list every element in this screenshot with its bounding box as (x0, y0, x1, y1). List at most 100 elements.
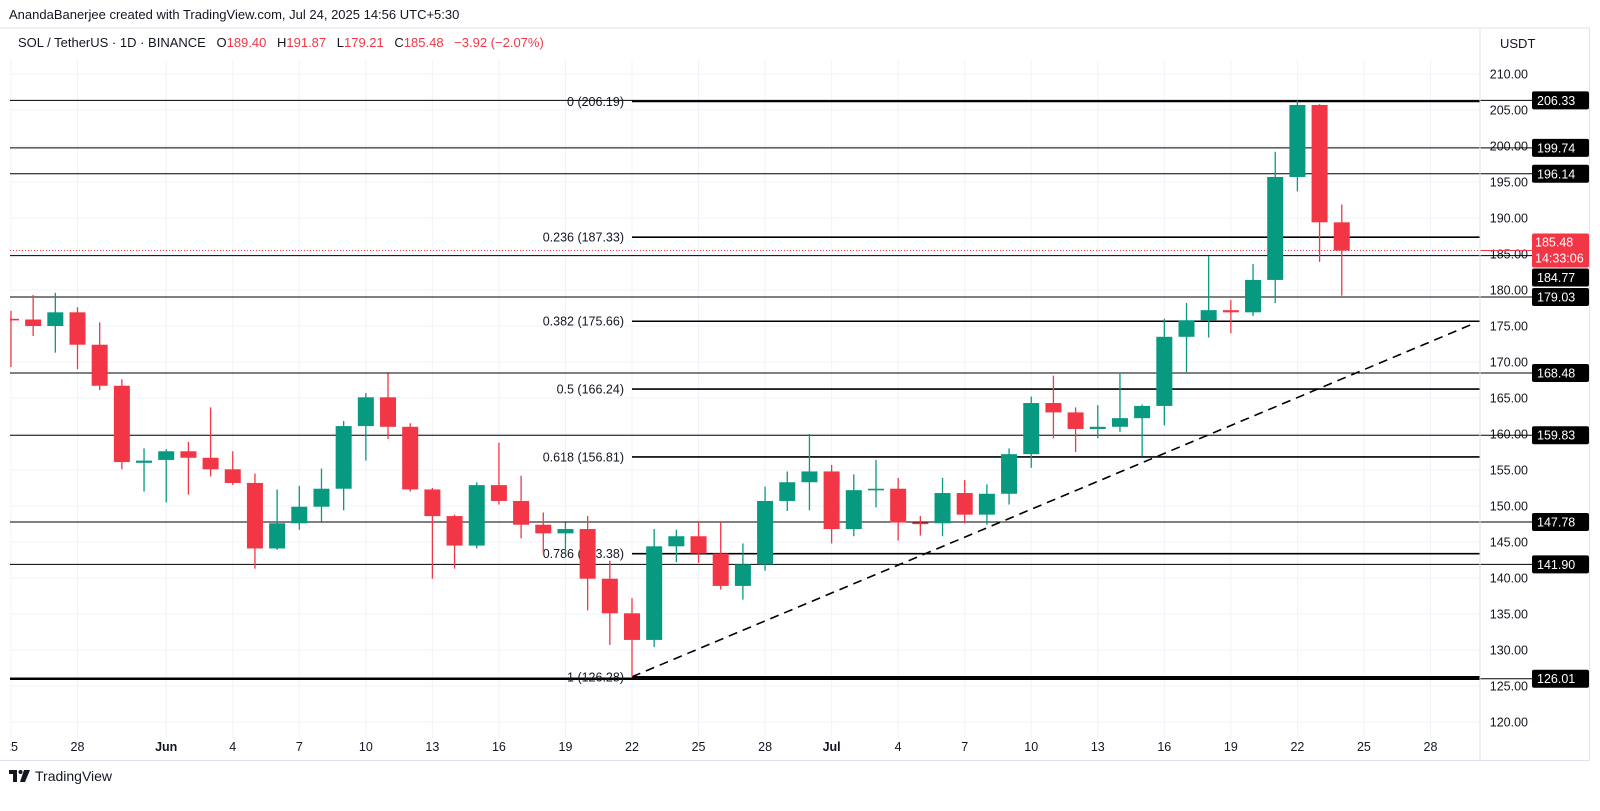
dashed-trendline[interactable] (631, 322, 1476, 678)
candle-down[interactable] (624, 598, 640, 677)
price-tag-bg (1532, 287, 1589, 306)
candle-up[interactable] (136, 448, 153, 492)
candle-down[interactable] (113, 379, 130, 470)
currency-label[interactable]: USDT (1500, 36, 1536, 51)
level-price-tag[interactable]: 199.74 (1480, 138, 1589, 157)
candle-down[interactable] (513, 475, 530, 539)
candle-up[interactable] (47, 292, 64, 353)
price-tag-value: 168.48 (1537, 366, 1575, 380)
candle-down[interactable] (3, 310, 19, 368)
candle-up[interactable] (1001, 448, 1018, 505)
candle-down[interactable] (1067, 407, 1084, 452)
candle-down[interactable] (380, 373, 397, 440)
candle-down[interactable] (890, 477, 907, 541)
candle-body (1333, 222, 1350, 251)
candle-up[interactable] (1089, 405, 1106, 439)
candle-up[interactable] (1267, 151, 1284, 303)
level-price-tag[interactable]: 179.03 (1480, 287, 1589, 306)
candle-down[interactable] (224, 451, 241, 486)
candle-up[interactable] (734, 543, 751, 600)
candle-down[interactable] (956, 480, 973, 524)
price-tag-value: 196.14 (1537, 167, 1575, 181)
symbol-name[interactable]: SOL / TetherUS · 1D · BINANCE (18, 35, 206, 50)
candle-up[interactable] (1156, 318, 1173, 426)
candle-down[interactable] (424, 488, 441, 579)
candle-up[interactable] (335, 421, 352, 511)
price-axis-label: 120.00 (1490, 716, 1528, 730)
candle-down[interactable] (402, 423, 419, 492)
candle-up[interactable] (867, 459, 884, 508)
candle-down[interactable] (535, 512, 552, 554)
candle-up[interactable] (1289, 100, 1306, 192)
candle-up[interactable] (468, 482, 485, 549)
candle-body (690, 536, 707, 554)
level-price-tag[interactable]: 206.33 (1480, 91, 1589, 110)
price-tag-bg (1532, 426, 1589, 445)
candle-body (823, 471, 840, 530)
candle-down[interactable] (1311, 104, 1328, 262)
candle-down[interactable] (246, 473, 263, 569)
candle-down[interactable] (69, 307, 86, 370)
last-price-tag[interactable]: 185.48 14:33:06 (1480, 233, 1589, 268)
candle-up[interactable] (1178, 302, 1195, 373)
level-price-tag[interactable]: 196.14 (1480, 164, 1589, 183)
candle-up[interactable] (779, 471, 796, 512)
candle-up[interactable] (646, 529, 663, 648)
level-price-tag[interactable]: 141.90 (1480, 555, 1589, 574)
level-price-tag[interactable]: 159.83 (1480, 426, 1589, 445)
candle-down[interactable] (490, 442, 507, 505)
candle-up[interactable] (1111, 372, 1128, 432)
time-axis[interactable]: 25 28 Jun 4 7 10 13 16 19 22 25 28 Jul 4 7 10 13 16 19 22 25… (4, 740, 1437, 754)
candle-body (757, 500, 774, 565)
candle-down[interactable] (912, 516, 929, 536)
candle-up[interactable] (757, 486, 774, 571)
candle-down[interactable] (1045, 375, 1062, 439)
candle-up[interactable] (1023, 396, 1040, 468)
candle-body (1200, 310, 1217, 321)
candle-up[interactable] (845, 474, 862, 537)
candle-up[interactable] (1245, 264, 1262, 316)
candle-down[interactable] (712, 521, 729, 590)
candle-down[interactable] (1333, 204, 1350, 296)
price-tag-bg (1532, 555, 1589, 574)
tradingview-logo[interactable]: TradingView (9, 768, 112, 784)
price-axis-label: 170.00 (1490, 356, 1528, 370)
candle-up[interactable] (1200, 256, 1217, 338)
candle-up[interactable] (313, 468, 330, 522)
candle-down[interactable] (202, 407, 219, 477)
candle-down[interactable] (823, 464, 840, 544)
candle-down[interactable] (91, 322, 108, 391)
candle-up[interactable] (158, 449, 175, 503)
high-label: H (276, 35, 287, 50)
candle-up[interactable] (668, 529, 685, 563)
candle-up[interactable] (291, 485, 308, 530)
candle-body (380, 397, 397, 427)
candle-down[interactable] (180, 441, 197, 495)
last-price-value: 185.48 (1535, 236, 1573, 250)
candle-body (890, 488, 907, 523)
candle-up[interactable] (557, 522, 574, 554)
candle-down[interactable] (579, 516, 596, 611)
candle-down[interactable] (25, 295, 42, 337)
candle-up[interactable] (357, 392, 374, 461)
candle-up[interactable] (269, 489, 286, 550)
time-axis-label: 19 (559, 740, 573, 754)
price-axis-label: 175.00 (1490, 320, 1528, 334)
candle-up[interactable] (978, 484, 995, 525)
candle-up[interactable] (1134, 404, 1151, 457)
level-price-tag[interactable]: 126.01 (1480, 669, 1589, 688)
candle-up[interactable] (934, 477, 951, 537)
candle-body (1001, 454, 1018, 494)
candle-down[interactable] (446, 514, 463, 569)
candle-body (624, 613, 640, 640)
level-price-tag[interactable]: 184.77 (1480, 255, 1589, 287)
candle-up[interactable] (801, 434, 818, 511)
level-price-tag[interactable]: 168.48 (1480, 363, 1589, 382)
candle-down[interactable] (690, 521, 707, 563)
candle-body (1111, 418, 1128, 427)
level-price-tag[interactable]: 147.78 (1480, 512, 1589, 531)
candle-down[interactable] (601, 560, 618, 645)
candle-down[interactable] (1222, 300, 1239, 334)
plot-area[interactable]: 0 (206.19) 0.236 (187.33) 0.382 (175.66) 0.… (3, 60, 1480, 738)
